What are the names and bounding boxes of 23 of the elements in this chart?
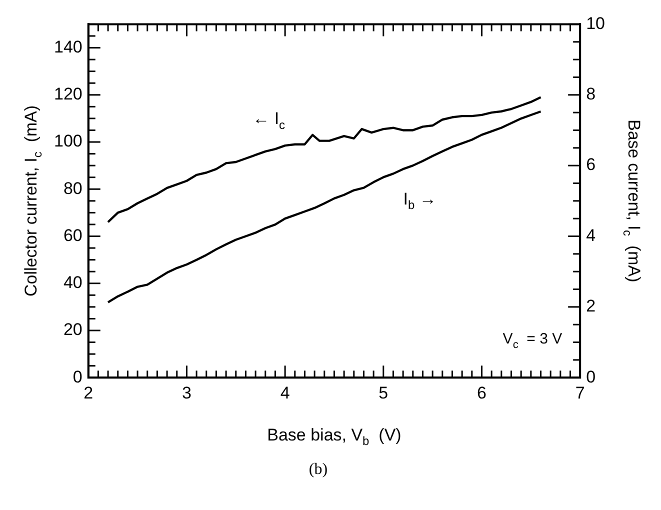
y-axis-title: Collector current, Ic (mA)	[22, 105, 44, 296]
y2-tick-label: 10	[586, 14, 606, 33]
y-tick-label: 120	[54, 84, 82, 104]
y2-tick-label: 0	[586, 367, 596, 386]
text: (b)	[308, 460, 328, 478]
y-tick-label: 60	[63, 226, 82, 245]
y2-tick-label: 4	[586, 226, 596, 245]
y-tick-label: 140	[54, 37, 82, 56]
y-tick-label: 80	[63, 178, 82, 198]
x-tick-label: 7	[575, 383, 585, 402]
y2-tick-label: 8	[586, 84, 596, 104]
x-tick-label: 2	[84, 383, 94, 402]
y-tick-label: 0	[72, 367, 82, 386]
y2-tick-label: 6	[586, 155, 596, 174]
y-tick-label: 20	[63, 320, 82, 340]
x-tick-label: 6	[477, 383, 486, 402]
y-tick-label: 40	[63, 273, 82, 292]
x-tick-label: 3	[182, 383, 192, 402]
y2-axis-title: Base current, Ic (mA)	[620, 119, 644, 282]
y2-tick-label: 2	[586, 296, 596, 316]
x-tick-label: 5	[378, 383, 388, 402]
y-tick-label: 100	[54, 132, 82, 151]
x-tick-label: 4	[280, 383, 290, 402]
